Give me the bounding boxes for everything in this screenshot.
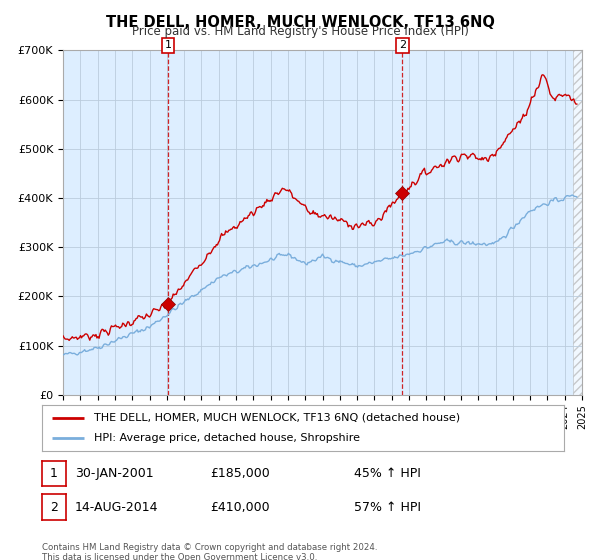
Text: Contains HM Land Registry data © Crown copyright and database right 2024.: Contains HM Land Registry data © Crown c… xyxy=(42,543,377,552)
Bar xyxy=(63,50,574,395)
Text: THE DELL, HOMER, MUCH WENLOCK, TF13 6NQ (detached house): THE DELL, HOMER, MUCH WENLOCK, TF13 6NQ … xyxy=(94,413,460,423)
Text: This data is licensed under the Open Government Licence v3.0.: This data is licensed under the Open Gov… xyxy=(42,553,317,560)
Text: 1: 1 xyxy=(50,467,58,480)
Text: £410,000: £410,000 xyxy=(210,501,269,514)
Text: 57% ↑ HPI: 57% ↑ HPI xyxy=(354,501,421,514)
Text: 2: 2 xyxy=(50,501,58,514)
Bar xyxy=(574,50,582,395)
Text: 14-AUG-2014: 14-AUG-2014 xyxy=(75,501,158,514)
Text: 2: 2 xyxy=(399,40,406,50)
Text: 30-JAN-2001: 30-JAN-2001 xyxy=(75,467,154,480)
Text: 45% ↑ HPI: 45% ↑ HPI xyxy=(354,467,421,480)
Text: £185,000: £185,000 xyxy=(210,467,270,480)
Text: Price paid vs. HM Land Registry's House Price Index (HPI): Price paid vs. HM Land Registry's House … xyxy=(131,25,469,38)
Text: HPI: Average price, detached house, Shropshire: HPI: Average price, detached house, Shro… xyxy=(94,433,360,443)
Text: THE DELL, HOMER, MUCH WENLOCK, TF13 6NQ: THE DELL, HOMER, MUCH WENLOCK, TF13 6NQ xyxy=(106,15,494,30)
Text: 1: 1 xyxy=(164,40,172,50)
